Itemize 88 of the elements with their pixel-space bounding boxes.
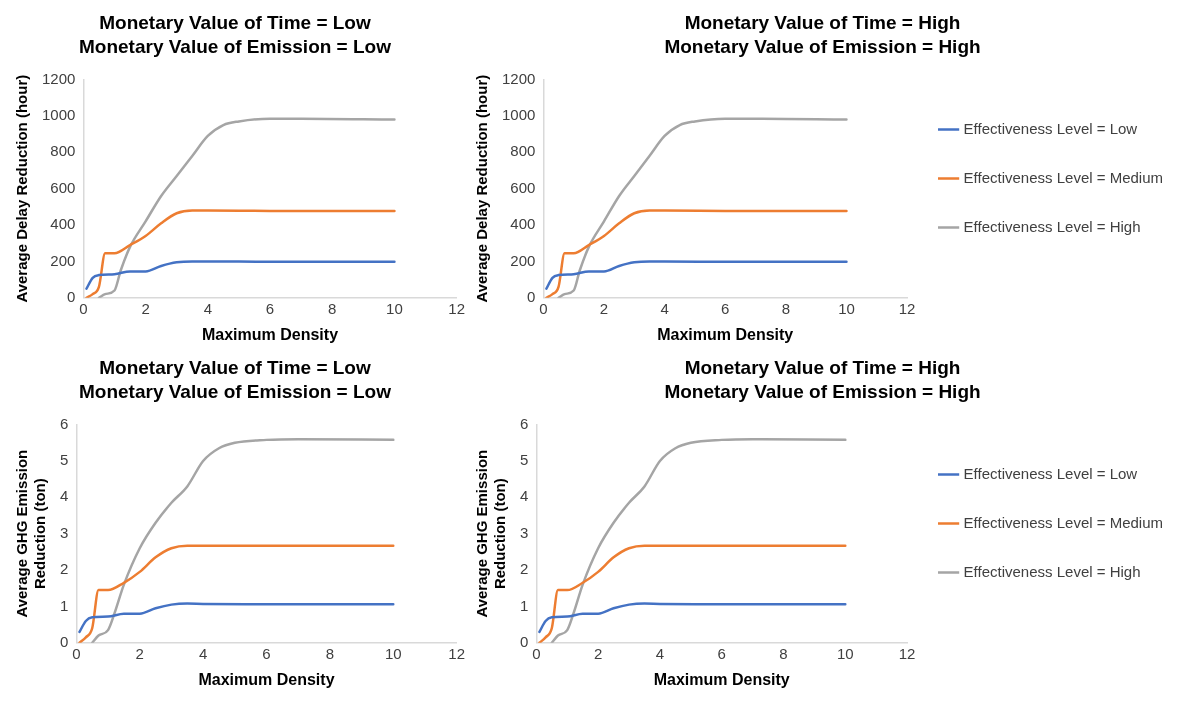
chart-title: Monetary Value of Time = Low [99,11,371,33]
x-tick-label: 8 [779,644,788,662]
y-tick-label: 400 [510,215,536,233]
y-tick-label: 3 [60,523,69,541]
y-tick-label: 2 [520,560,529,578]
line-series [538,544,847,643]
y-tick-label: 800 [50,142,76,160]
y-tick-label: 1200 [501,69,536,87]
x-tick-label: 2 [593,644,603,662]
y-tick-label: 6 [60,414,69,432]
x-tick-label: 4 [198,644,208,662]
x-tick-label: 6 [717,644,726,662]
chart-subtitle: Monetary Value of Emission = Low [79,36,392,58]
y-tick-label: 1 [520,596,529,614]
legend-label: Effectiveness Level = Medium [963,168,1164,186]
y-tick-label: 0 [520,632,529,650]
chart-title: Monetary Value of Time = Low [99,356,371,378]
y-axis-title: Average Delay Reduction (hour) [13,74,31,303]
y-tick-label: 4 [520,487,529,505]
x-tick-label: 12 [898,299,916,317]
y-tick-label: 5 [60,451,69,469]
line-series [85,260,396,290]
line-series [538,602,847,634]
x-tick-label: 2 [141,299,150,317]
x-tick-label: 8 [328,299,337,317]
x-tick-label: 10 [838,299,855,317]
y-tick-label: 200 [50,251,76,269]
legend-label: Effectiveness Level = Low [963,119,1138,137]
x-tick-label: 10 [386,299,403,317]
x-tick-label: 10 [836,644,854,662]
line-series [97,117,396,298]
chart-subtitle: Monetary Value of Emission = High [664,381,981,403]
y-tick-label: 1200 [41,69,76,87]
legend-label: Effectiveness Level = Medium [963,513,1164,531]
x-tick-label: 2 [599,299,609,317]
y-axis-title: Average GHG Emission Reduction (ton) [473,449,509,618]
y-tick-label: 1000 [501,106,536,124]
x-tick-label: 6 [265,299,275,317]
x-tick-label: 6 [721,299,730,317]
y-tick-label: 200 [510,251,536,269]
line-series [85,209,396,298]
y-tick-label: 600 [50,178,76,196]
y-tick-label: 0 [527,287,536,305]
y-axis-title: Average GHG Emission Reduction (ton) [13,449,49,618]
chart-title: Monetary Value of Time = High [684,356,961,378]
x-tick-label: 4 [203,299,212,317]
line-series [90,437,395,643]
y-tick-label: 3 [520,523,529,541]
y-tick-label: 0 [67,287,76,305]
chart-subtitle: Monetary Value of Emission = High [664,36,981,58]
legend-label: Effectiveness Level = High [963,217,1141,235]
y-tick-label: 1000 [41,106,76,124]
y-tick-label: 4 [60,487,69,505]
x-tick-label: 0 [79,299,88,317]
line-series [545,260,848,290]
x-tick-label: 2 [135,644,144,662]
x-axis-title: Maximum Density [201,325,339,343]
legend-label: Effectiveness Level = High [963,562,1141,580]
chart-subtitle: Monetary Value of Emission = Low [79,381,392,403]
x-axis-title: Maximum Density [653,670,790,688]
chart-title: Monetary Value of Time = High [684,11,961,33]
y-tick-label: 0 [60,632,69,650]
x-tick-label: 8 [781,299,791,317]
x-tick-label: 6 [262,644,271,662]
x-tick-label: 0 [539,299,548,317]
x-axis-title: Maximum Density [198,670,335,688]
line-series [545,209,848,298]
y-tick-label: 2 [60,560,69,578]
y-tick-label: 5 [520,451,529,469]
line-series [78,544,395,643]
x-tick-label: 4 [655,644,665,662]
x-axis-title: Maximum Density [657,325,794,343]
y-tick-label: 600 [510,178,536,196]
x-tick-label: 8 [325,644,335,662]
x-tick-label: 4 [660,299,669,317]
y-tick-label: 1 [60,596,69,614]
y-axis-title: Average Delay Reduction (hour) [473,74,491,303]
y-tick-label: 400 [50,215,76,233]
line-series [550,437,847,643]
legend-label: Effectiveness Level = Low [963,464,1138,482]
x-tick-label: 12 [448,299,465,317]
line-series [78,602,395,634]
x-tick-label: 12 [448,644,465,662]
line-series [557,117,848,298]
x-tick-label: 10 [384,644,402,662]
y-tick-label: 800 [510,142,536,160]
y-tick-label: 6 [520,414,529,432]
x-tick-label: 12 [898,644,916,662]
